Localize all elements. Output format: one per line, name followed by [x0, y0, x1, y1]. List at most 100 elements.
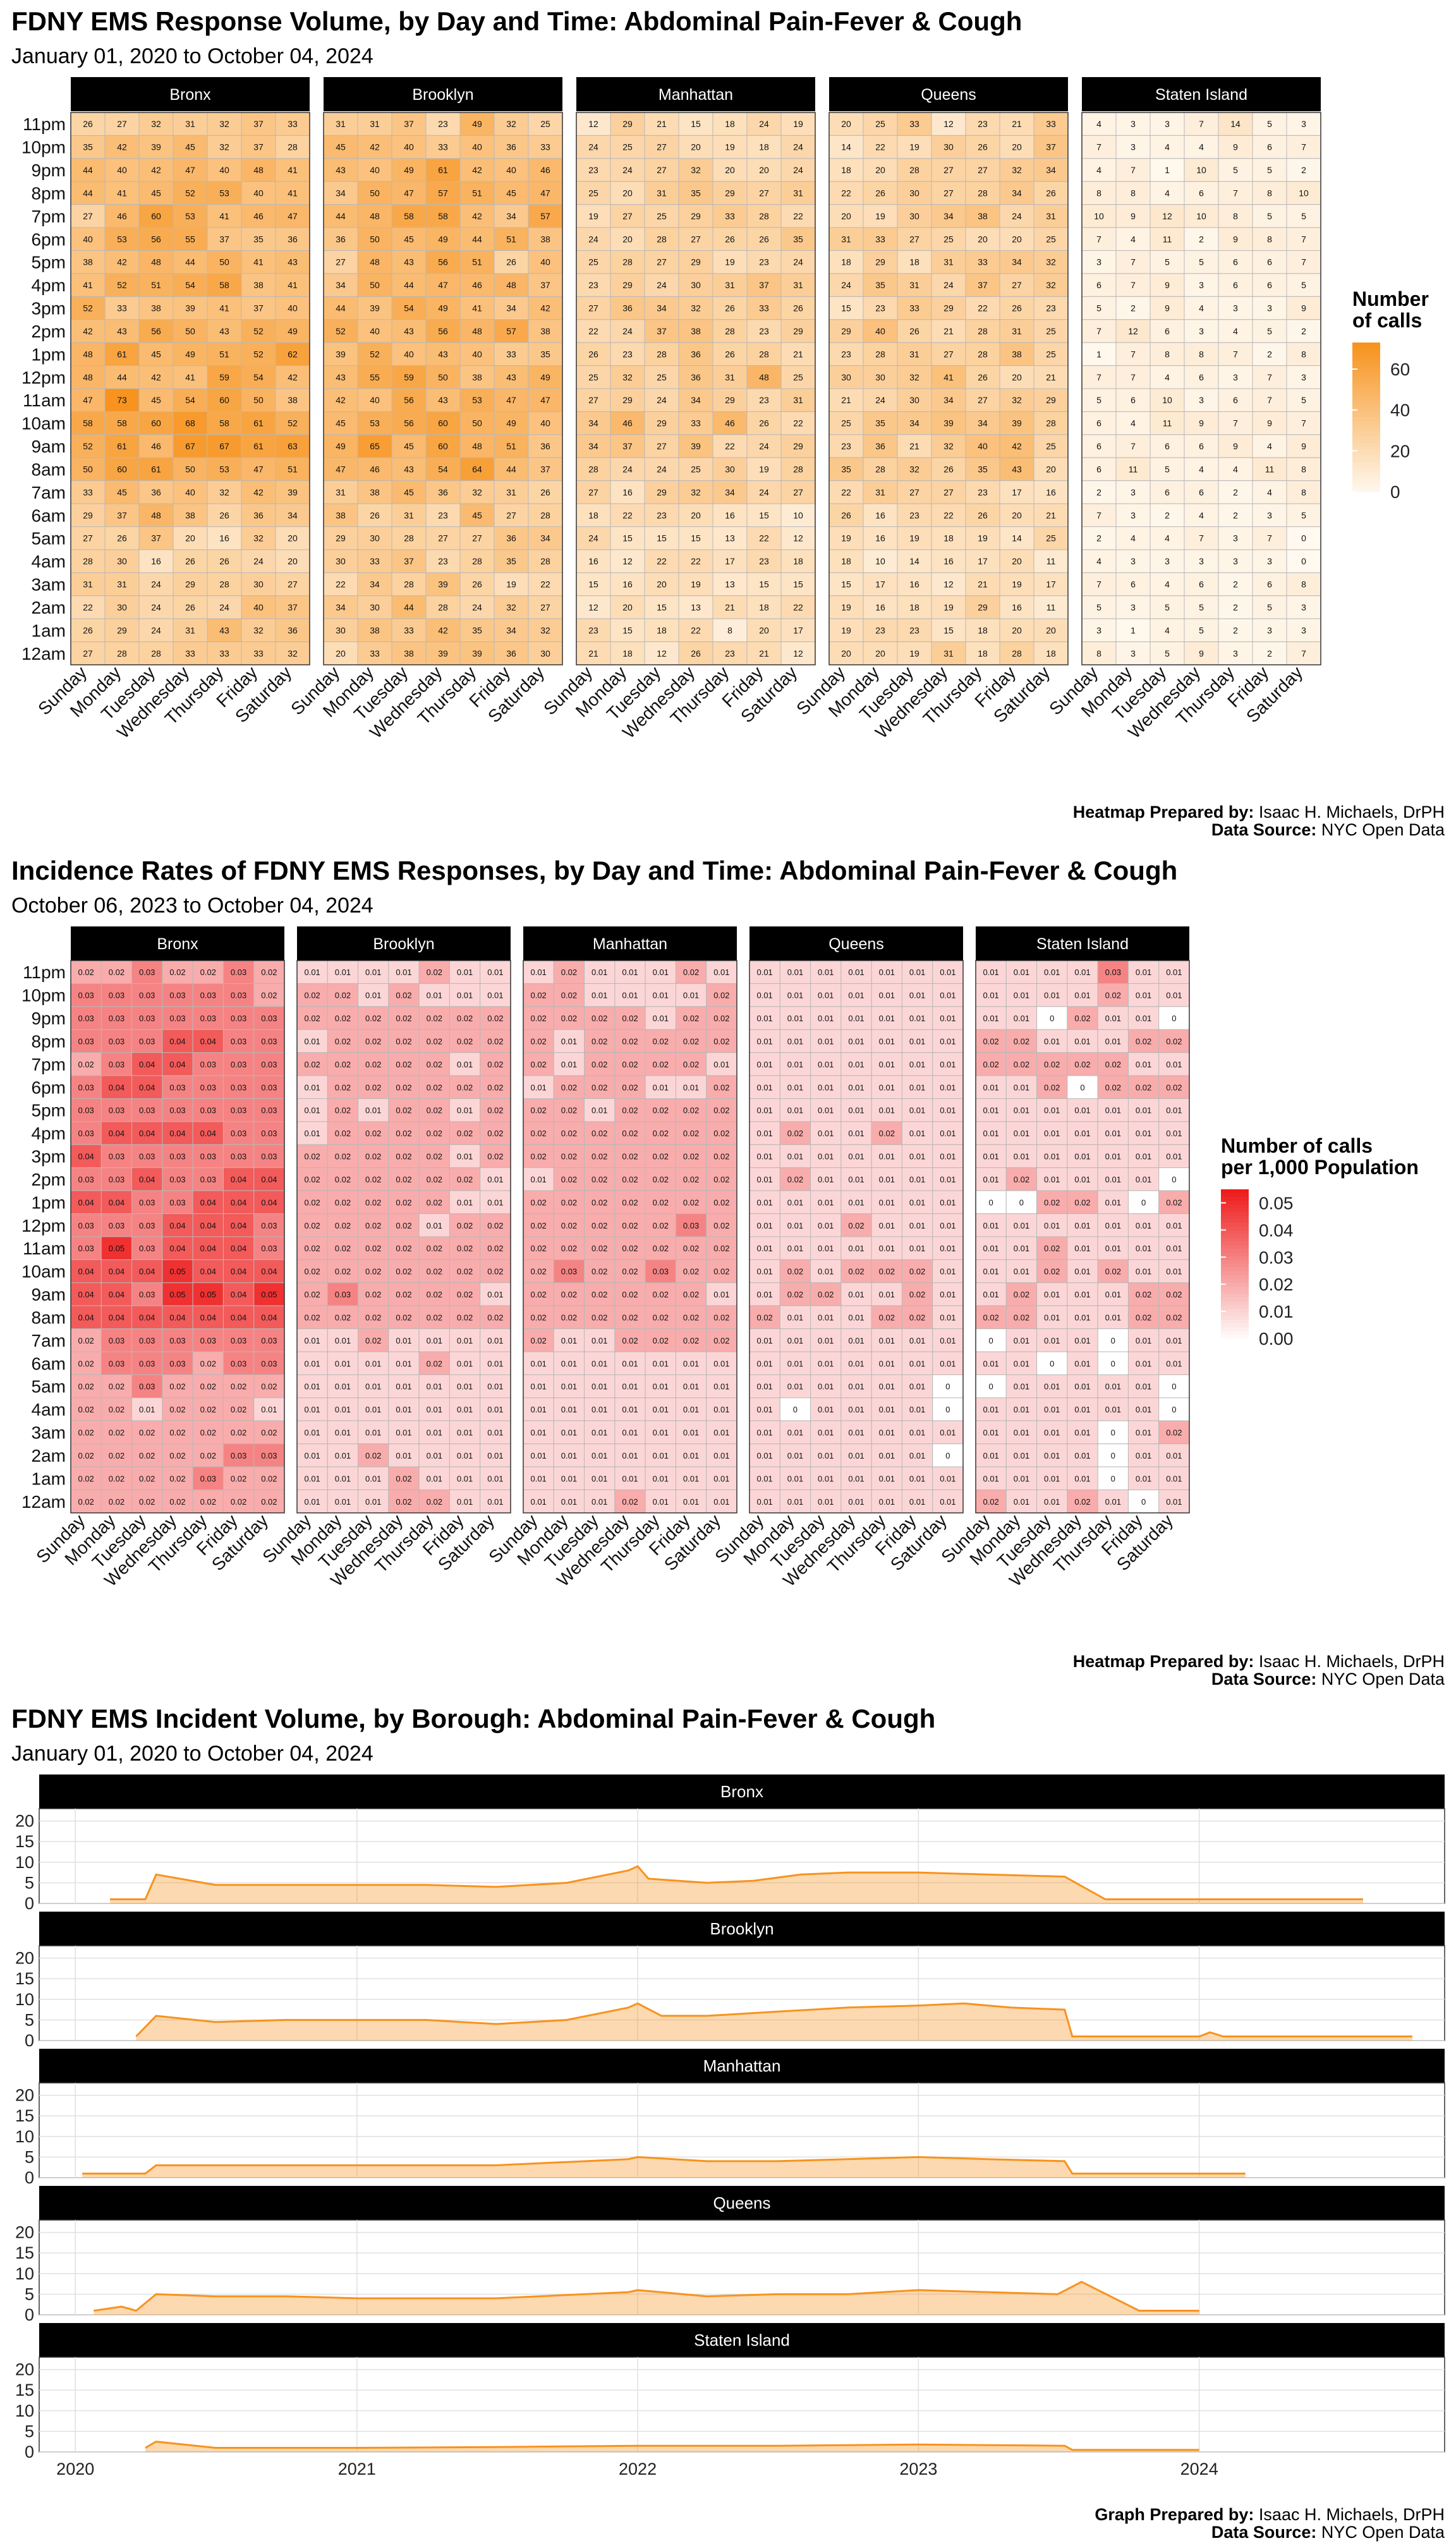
- cell-label: 23: [1046, 303, 1056, 313]
- cell-label: 0.02: [653, 1221, 669, 1230]
- cell-label: 33: [506, 349, 516, 359]
- cell-label: 0.01: [1074, 968, 1090, 977]
- cell-label: 0.01: [787, 1221, 803, 1230]
- cell-label: 41: [943, 372, 954, 382]
- cell-label: 0.03: [261, 1014, 277, 1023]
- cell-label: 47: [336, 464, 346, 474]
- heatmap-cell: [173, 204, 208, 228]
- cell-label: 33: [370, 648, 380, 658]
- y-tick-label: 20: [15, 2360, 34, 2379]
- cell-label: 0.01: [848, 1129, 864, 1138]
- cell-label: 0.02: [304, 1221, 320, 1230]
- cell-label: 49: [540, 372, 550, 382]
- area-credit: Graph Prepared by: Isaac H. Michaels, Dr…: [1095, 2505, 1445, 2524]
- cell-label: 0: [1172, 1382, 1176, 1392]
- cell-label: 0.01: [487, 1198, 503, 1207]
- cell-label: 41: [83, 280, 93, 290]
- cell-label: 0.02: [530, 1014, 546, 1023]
- cell-label: 7: [1096, 579, 1101, 590]
- y-tick-label: 15: [15, 2381, 34, 2399]
- cell-label: 43: [404, 257, 414, 267]
- cell-label: 3: [1233, 556, 1238, 566]
- cell-label: 0.03: [231, 1083, 246, 1092]
- cell-label: 5: [1233, 165, 1238, 175]
- legend-tick-label: 0.03: [1259, 1247, 1294, 1267]
- cell-label: 0.01: [756, 1083, 772, 1092]
- cell-label: 0.03: [139, 1382, 155, 1392]
- cell-label: 20: [288, 556, 298, 566]
- cell-label: 0.02: [365, 1313, 381, 1322]
- cell-label: 0.01: [457, 1497, 473, 1507]
- cell-label: 42: [336, 395, 346, 405]
- cell-label: 50: [370, 280, 380, 290]
- cell-label: 0.02: [457, 1290, 473, 1299]
- legend-gradient-step: [1352, 420, 1380, 425]
- cell-label: 0.01: [561, 1428, 577, 1438]
- cell-label: 0.02: [487, 1152, 503, 1162]
- hour-tick-label: 12am: [21, 1492, 66, 1512]
- cell-label: 40: [404, 349, 414, 359]
- cell-label: 18: [657, 625, 667, 635]
- cell-label: 0.01: [940, 1152, 956, 1162]
- cell-label: 0.01: [683, 1405, 699, 1414]
- cell-label: 36: [288, 625, 298, 635]
- cell-label: 0.01: [818, 1083, 834, 1092]
- cell-label: 0.01: [818, 1267, 834, 1277]
- legend-gradient-step: [1352, 465, 1380, 470]
- cell-label: 52: [253, 349, 264, 359]
- cell-label: 28: [759, 211, 769, 221]
- cell-label: 30: [336, 625, 346, 635]
- cell-label: 0.02: [818, 1290, 834, 1299]
- cell-label: 5: [1165, 602, 1170, 612]
- heatmap-cell: [528, 411, 563, 435]
- legend-gradient-step: [1352, 454, 1380, 459]
- cell-label: 0.01: [530, 1382, 546, 1392]
- hour-tick-label: 3am: [32, 1423, 66, 1443]
- cell-label: 0.02: [713, 1336, 729, 1345]
- cell-label: 26: [943, 464, 954, 474]
- cell-label: 0.02: [530, 1198, 546, 1207]
- heatmap-cell: [712, 296, 748, 320]
- cell-label: 4: [1131, 533, 1136, 543]
- heatmap-cell: [207, 411, 242, 435]
- cell-label: 0.02: [78, 1405, 94, 1414]
- cell-label: 0.02: [304, 1198, 320, 1207]
- cell-label: 0.02: [78, 1497, 94, 1507]
- cell-label: 0: [1080, 1083, 1084, 1092]
- cell-label: 0.01: [1166, 1152, 1182, 1162]
- cell-label: 0.01: [879, 1175, 895, 1184]
- cell-label: 0.02: [261, 968, 277, 977]
- cell-label: 53: [472, 395, 482, 405]
- cell-label: 16: [622, 487, 633, 497]
- cell-label: 0.02: [1074, 1060, 1090, 1069]
- cell-label: 45: [151, 188, 161, 198]
- cell-label: 61: [117, 349, 127, 359]
- cell-label: 49: [404, 165, 414, 175]
- cell-label: 0.01: [335, 1497, 351, 1507]
- cell-label: 7: [1301, 257, 1306, 267]
- cell-label: 22: [793, 602, 803, 612]
- cell-label: 0.02: [561, 1198, 577, 1207]
- cell-label: 0: [1301, 556, 1306, 566]
- cell-label: 7: [1199, 119, 1204, 129]
- cell-label: 0.01: [1074, 1428, 1090, 1438]
- y-tick-label: 10: [15, 1853, 34, 1872]
- cell-label: 43: [219, 625, 229, 635]
- cell-label: 34: [909, 418, 919, 428]
- cell-label: 0.01: [756, 1290, 772, 1299]
- cell-label: 9: [1301, 441, 1306, 451]
- cell-label: 0.01: [848, 1290, 864, 1299]
- cell-label: 0.01: [487, 1497, 503, 1507]
- cell-label: 0.04: [261, 1175, 277, 1184]
- cell-label: 0.02: [713, 1106, 729, 1115]
- cell-label: 34: [336, 280, 346, 290]
- cell-label: 26: [219, 510, 229, 520]
- cell-label: 6: [1267, 142, 1272, 152]
- legend-gradient-step: [1221, 1264, 1249, 1268]
- cell-label: 0.02: [78, 1359, 94, 1368]
- cell-label: 20: [978, 234, 988, 244]
- cell-label: 24: [793, 142, 803, 152]
- cell-label: 32: [506, 602, 516, 612]
- cell-label: 0.01: [1074, 1405, 1090, 1414]
- cell-label: 19: [841, 625, 851, 635]
